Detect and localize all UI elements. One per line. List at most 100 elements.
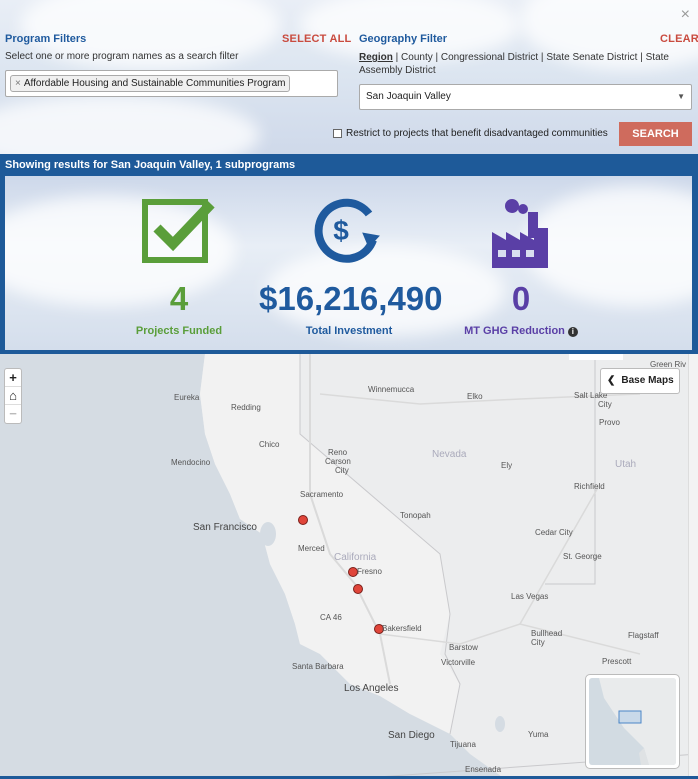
map-label: Las Vegas	[511, 592, 549, 601]
projects-funded-label: Projects Funded	[135, 325, 223, 337]
zoom-controls: + ⌂ −	[4, 368, 22, 424]
geography-select[interactable]: San Joaquin Valley ▼	[359, 84, 692, 110]
total-investment-value: $16,216,490	[259, 280, 443, 317]
map-tab-edge	[569, 354, 623, 360]
ghg-reduction-text: MT GHG Reduction	[464, 325, 565, 337]
cloud-decoration	[265, 246, 505, 336]
restrict-label: Restrict to projects that benefit disadv…	[346, 128, 608, 139]
map-label: Tijuana	[450, 740, 476, 749]
program-chip: × Affordable Housing and Sustainable Comm…	[10, 75, 291, 92]
svg-text:$: $	[333, 215, 349, 246]
results-bar: Showing results for San Joaquin Valley, …	[0, 154, 698, 354]
project-marker	[353, 584, 363, 594]
map-label: Sacramento	[300, 490, 344, 499]
map-label: Bakersfield	[382, 624, 422, 633]
map-label: Green Riv	[650, 360, 687, 369]
total-investment-label: Total Investment	[305, 325, 393, 337]
zoom-out-button[interactable]: −	[9, 406, 17, 421]
clear-button[interactable]: CLEAR	[660, 33, 698, 45]
zoom-in-button[interactable]: +	[5, 369, 21, 387]
filter-panel: × Program Filters SELECT ALL Select one …	[0, 0, 698, 154]
map-label: Reno	[328, 448, 348, 457]
separator: |	[538, 52, 547, 63]
map-label: Fresno	[357, 567, 382, 576]
info-icon[interactable]: i	[567, 327, 578, 337]
cloud-decoration	[0, 95, 260, 154]
home-icon[interactable]: ⌂	[5, 387, 21, 405]
project-marker	[348, 567, 358, 577]
caret-down-icon: ▼	[677, 92, 685, 101]
stats-panel: 4 Projects Funded $ $16,216,490 Total In…	[5, 176, 692, 350]
map-label: Winnemucca	[368, 385, 415, 394]
map-label: City	[531, 638, 545, 647]
geo-option-region[interactable]: Region	[359, 52, 393, 63]
map-label: San Francisco	[193, 522, 257, 533]
map-label: Mendocino	[171, 458, 211, 467]
map-label: Elko	[467, 392, 483, 401]
cloud-decoration	[20, 0, 280, 70]
overview-map-inner	[589, 678, 676, 765]
base-maps-button[interactable]: ❮ Base Maps	[600, 368, 680, 394]
geography-filter-title: Geography Filter	[359, 33, 448, 45]
geo-option-county[interactable]: County	[401, 52, 433, 63]
search-button[interactable]: SEARCH	[619, 122, 692, 146]
geo-option-congressional[interactable]: Congressional District	[440, 52, 539, 63]
factory-icon	[490, 198, 552, 271]
map-edge	[688, 354, 698, 779]
map-label: California	[334, 552, 377, 563]
map-label: Barstow	[449, 643, 478, 652]
dollar-cycle-icon: $	[313, 198, 385, 267]
program-filter-input[interactable]: × Affordable Housing and Sustainable Comm…	[5, 70, 338, 97]
ghg-reduction-value: 0	[511, 280, 531, 317]
cloud-decoration	[300, 0, 520, 60]
map-label: Ely	[501, 461, 513, 470]
map-label: Richfield	[574, 482, 605, 491]
map-label: Victorville	[441, 658, 476, 667]
map-label: CA 46	[320, 613, 342, 622]
results-summary: Showing results for San Joaquin Valley, …	[5, 159, 296, 171]
map-view[interactable]: Green Riv Winnemucca Elko Salt Lake City…	[0, 354, 698, 779]
map-label: Yuma	[528, 730, 549, 739]
restrict-checkbox[interactable]	[333, 129, 342, 138]
map-label: Merced	[298, 544, 325, 553]
geo-option-assembly[interactable]: State Assembly District	[359, 52, 669, 76]
geography-select-value: San Joaquin Valley	[366, 91, 451, 102]
geography-type-options: Region | County | Congressional District…	[359, 51, 679, 77]
map-label: San Diego	[388, 730, 435, 741]
projects-funded-value: 4	[169, 280, 189, 317]
restrict-option[interactable]: Restrict to projects that benefit disadv…	[333, 128, 608, 139]
map-label: St. George	[563, 552, 602, 561]
geo-option-senate[interactable]: State Senate District	[546, 52, 638, 63]
chip-label: Affordable Housing and Sustainable Commu…	[23, 78, 286, 89]
chip-remove-icon[interactable]: ×	[15, 78, 21, 89]
map-label: Cedar City	[535, 528, 573, 537]
chevron-left-icon: ❮	[607, 375, 616, 386]
map-label: Los Angeles	[344, 683, 399, 694]
separator: |	[392, 52, 402, 63]
map-label: Bullhead	[531, 629, 563, 638]
project-marker	[298, 515, 308, 525]
overview-map[interactable]	[585, 674, 680, 769]
map-label: Redding	[231, 403, 261, 412]
map-label: Santa Barbara	[292, 662, 344, 671]
select-all-button[interactable]: SELECT ALL	[282, 33, 352, 45]
cloud-decoration	[525, 186, 692, 306]
ghg-reduction-label: MT GHG Reduction i	[431, 325, 611, 337]
map-label: Ensenada	[465, 765, 502, 774]
close-icon[interactable]: ×	[680, 6, 690, 23]
program-filters-help: Select one or more program names as a se…	[5, 51, 239, 62]
map-label: Salt Lake	[574, 391, 608, 400]
separator: |	[637, 52, 646, 63]
map-basemap	[0, 354, 698, 779]
map-label: City	[335, 466, 349, 475]
map-label: Nevada	[432, 449, 467, 460]
map-label: Carson	[325, 457, 351, 466]
map-label: City	[598, 400, 612, 409]
separator: |	[432, 52, 441, 63]
map-label: Tonopah	[400, 511, 431, 520]
base-maps-label: Base Maps	[621, 375, 674, 386]
map-bottom-border	[0, 776, 698, 779]
map-label: Prescott	[602, 657, 632, 666]
project-marker	[374, 624, 384, 634]
program-filters-title: Program Filters	[5, 33, 87, 45]
